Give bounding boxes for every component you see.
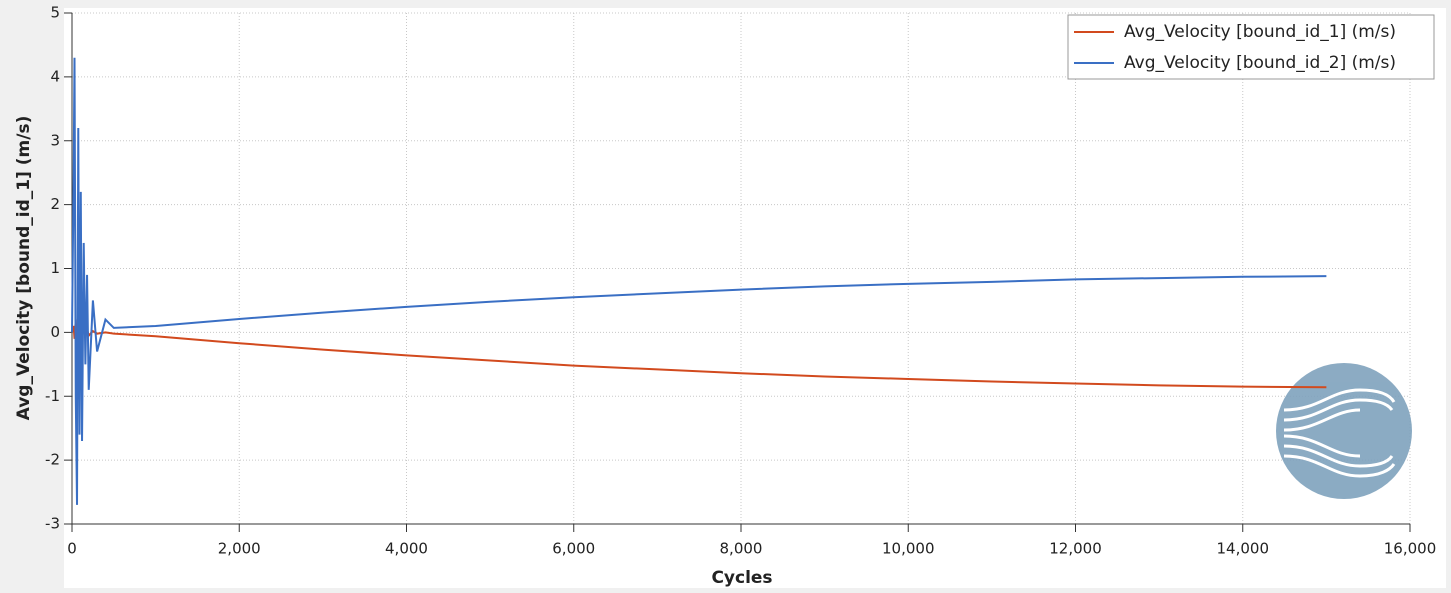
x-tick-label: 6,000 <box>552 540 595 558</box>
x-tick-label: 2,000 <box>218 540 261 558</box>
y-tick-label: -1 <box>45 387 60 405</box>
x-tick-label: 8,000 <box>720 540 763 558</box>
y-tick-label: 5 <box>50 4 60 22</box>
y-tick-label: -2 <box>45 451 60 469</box>
y-tick-label: 0 <box>50 323 60 341</box>
x-tick-label: 12,000 <box>1049 540 1102 558</box>
logo <box>1276 363 1412 499</box>
y-tick-label: -3 <box>45 515 60 533</box>
legend-label: Avg_Velocity [bound_id_2] (m/s) <box>1124 53 1396 73</box>
y-tick-label: 3 <box>50 131 60 149</box>
legend-box <box>1067 14 1435 80</box>
x-axis-title: Cycles <box>711 568 772 588</box>
x-tick-label: 16,000 <box>1384 540 1437 558</box>
y-tick-label: 4 <box>50 67 60 85</box>
x-tick-label: 14,000 <box>1217 540 1270 558</box>
x-tick-label: 0 <box>67 540 77 558</box>
series-line <box>71 57 1327 505</box>
x-tick-label: 10,000 <box>882 540 935 558</box>
plot-area <box>64 8 1446 588</box>
y-tick-label: 1 <box>50 259 60 277</box>
x-tick-label: 4,000 <box>385 540 428 558</box>
y-axis-title: Avg_Velocity [bound_id_1] (m/s) <box>14 116 34 421</box>
y-tick-label: 2 <box>50 195 60 213</box>
legend-label: Avg_Velocity [bound_id_1] (m/s) <box>1124 22 1396 42</box>
